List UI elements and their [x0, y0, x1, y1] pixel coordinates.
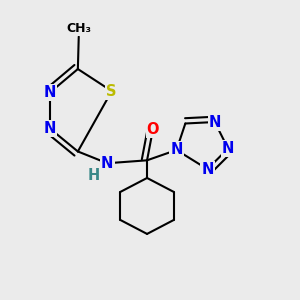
Text: O: O: [147, 122, 159, 137]
Text: S: S: [106, 84, 117, 99]
Text: N: N: [201, 162, 214, 177]
Text: N: N: [208, 115, 221, 130]
Text: N: N: [101, 156, 113, 171]
Text: H: H: [88, 167, 100, 182]
Text: N: N: [222, 141, 234, 156]
Text: N: N: [44, 121, 56, 136]
Text: CH₃: CH₃: [66, 22, 91, 35]
Text: N: N: [44, 85, 56, 100]
Text: N: N: [170, 142, 183, 158]
